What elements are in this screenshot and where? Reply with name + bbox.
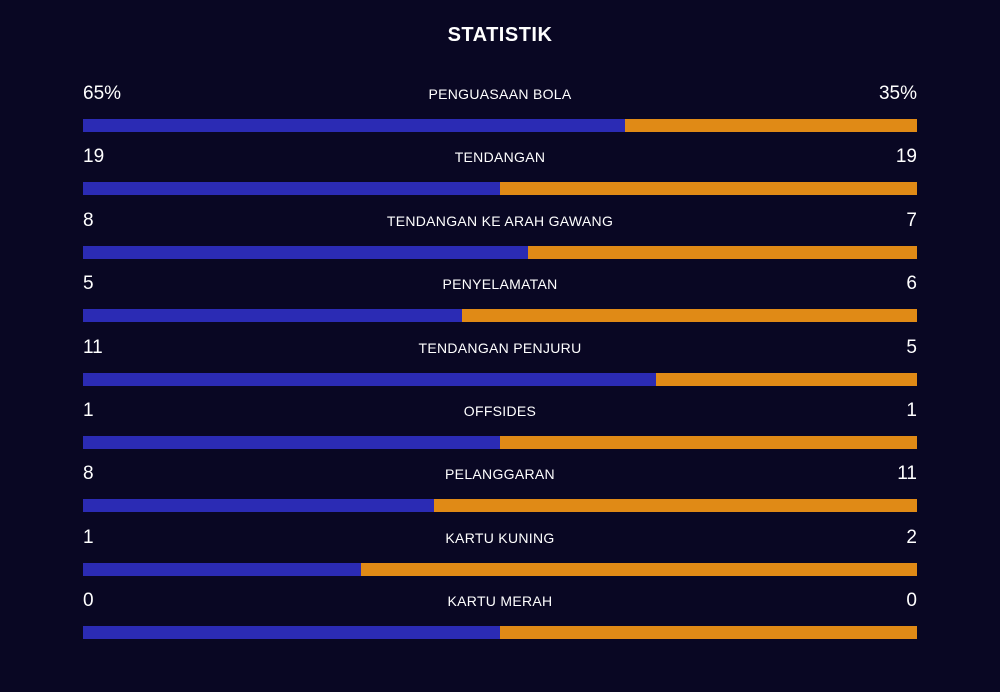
away-bar-segment [500, 626, 917, 640]
stat-row: TENDANGAN 19 19 [83, 144, 917, 207]
stat-label: KARTU KUNING [445, 529, 555, 546]
home-bar-segment [83, 499, 435, 513]
home-bar-segment [83, 435, 500, 449]
away-value: 11 [897, 463, 917, 485]
away-value: 1 [906, 399, 917, 421]
comparison-bar [83, 499, 917, 513]
stat-header: PENGUASAAN BOLA 65% 35% [83, 81, 917, 107]
home-value: 0 [83, 590, 94, 612]
home-value: 65% [83, 83, 122, 104]
home-value: 1 [83, 526, 94, 548]
stat-header: TENDANGAN PENJURU 11 5 [83, 335, 917, 361]
away-bar-segment [434, 499, 917, 513]
away-bar-segment [360, 562, 917, 576]
stats-title: STATISTIK [447, 24, 553, 46]
stat-row: PENGUASAAN BOLA 65% 35% [83, 81, 917, 144]
stat-label: TENDANGAN KE ARAH GAWANG [386, 212, 614, 229]
away-bar-segment [625, 119, 917, 132]
away-value: 2 [906, 526, 917, 548]
home-value: 19 [83, 146, 105, 168]
home-bar-segment [83, 182, 500, 196]
home-bar-segment [83, 245, 528, 259]
away-value: 5 [906, 336, 917, 358]
away-value: 0 [906, 590, 917, 612]
stat-row: TENDANGAN PENJURU 11 5 [83, 335, 917, 398]
stat-header: KARTU KUNING 1 2 [83, 525, 917, 551]
away-bar-segment [500, 182, 917, 196]
stat-header: OFFSIDES 1 1 [83, 398, 917, 424]
comparison-bar [83, 245, 917, 259]
comparison-bar [83, 119, 917, 132]
comparison-bar [83, 562, 917, 576]
stat-label: TENDANGAN [454, 149, 546, 166]
away-bar-segment [462, 309, 917, 323]
comparison-bar [83, 626, 917, 640]
comparison-bar [83, 372, 917, 386]
stat-label: TENDANGAN PENJURU [418, 339, 582, 356]
stat-header: TENDANGAN 19 19 [83, 144, 917, 170]
home-bar-segment [83, 626, 500, 640]
comparison-bar [83, 309, 917, 323]
comparison-bar [83, 182, 917, 196]
stat-header: KARTU MERAH 0 0 [83, 588, 917, 614]
away-value: 6 [906, 273, 917, 295]
stat-row: TENDANGAN KE ARAH GAWANG 8 7 [83, 208, 917, 271]
away-bar-segment [527, 245, 917, 259]
home-value: 5 [83, 273, 94, 295]
home-bar-segment [83, 119, 626, 132]
home-value: 8 [83, 209, 94, 231]
home-bar-segment [83, 309, 463, 323]
comparison-bar [83, 435, 917, 449]
away-value: 19 [895, 146, 917, 168]
away-value: 7 [906, 209, 917, 231]
away-value: 35% [878, 83, 917, 104]
home-value: 8 [83, 463, 94, 485]
stat-row: PELANGGARAN 8 11 [83, 461, 917, 524]
stat-row: OFFSIDES 1 1 [83, 398, 917, 461]
home-bar-segment [83, 372, 657, 386]
stat-row: PENYELAMATAN 5 6 [83, 271, 917, 334]
stat-row: KARTU MERAH 0 0 [83, 588, 917, 651]
stat-row: KARTU KUNING 1 2 [83, 525, 917, 588]
stat-label: PELANGGARAN [445, 466, 555, 483]
away-bar-segment [656, 372, 917, 386]
home-value: 11 [83, 336, 103, 358]
stat-label: PENYELAMATAN [442, 276, 558, 293]
home-bar-segment [83, 562, 361, 576]
stat-label: KARTU MERAH [447, 593, 553, 610]
stat-label: OFFSIDES [463, 402, 537, 419]
away-bar-segment [500, 435, 917, 449]
stat-header: PENYELAMATAN 5 6 [83, 271, 917, 297]
stat-label: PENGUASAAN BOLA [428, 86, 572, 102]
home-value: 1 [83, 399, 94, 421]
stat-header: TENDANGAN KE ARAH GAWANG 8 7 [83, 208, 917, 234]
stats-list: PENGUASAAN BOLA 65% 35% TENDANGAN 19 19 TENDAN… [83, 81, 917, 652]
stat-header: PELANGGARAN 8 11 [83, 461, 917, 487]
